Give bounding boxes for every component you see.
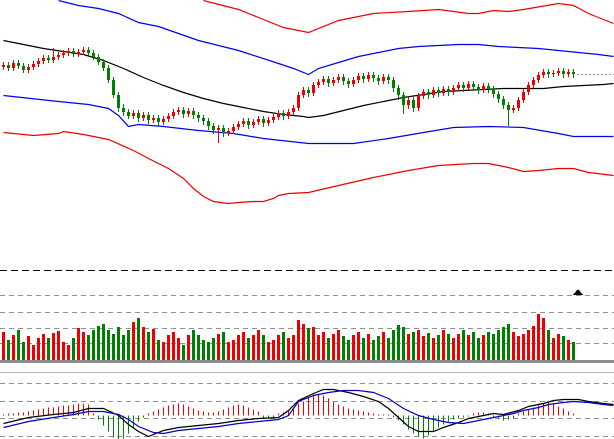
macd-panel[interactable] bbox=[0, 372, 614, 439]
candlestick-series bbox=[2, 47, 575, 143]
macd-histogram bbox=[2, 393, 575, 439]
boll-lower-outer-line bbox=[3, 130, 614, 205]
latest-volume-marker-triangle-icon bbox=[573, 289, 583, 295]
volume-panel[interactable] bbox=[0, 269, 614, 364]
volume-baseline bbox=[0, 360, 614, 363]
volume-bars bbox=[2, 314, 575, 360]
price-panel[interactable] bbox=[2, 0, 614, 205]
macd-dea-line bbox=[3, 389, 614, 435]
boll-middle-line bbox=[3, 39, 614, 119]
macd-dif-line bbox=[3, 388, 614, 438]
boll-upper-outer-line bbox=[203, 0, 614, 34]
boll-upper-inner-line bbox=[58, 0, 614, 76]
boll-lower-inner-line bbox=[3, 94, 614, 145]
